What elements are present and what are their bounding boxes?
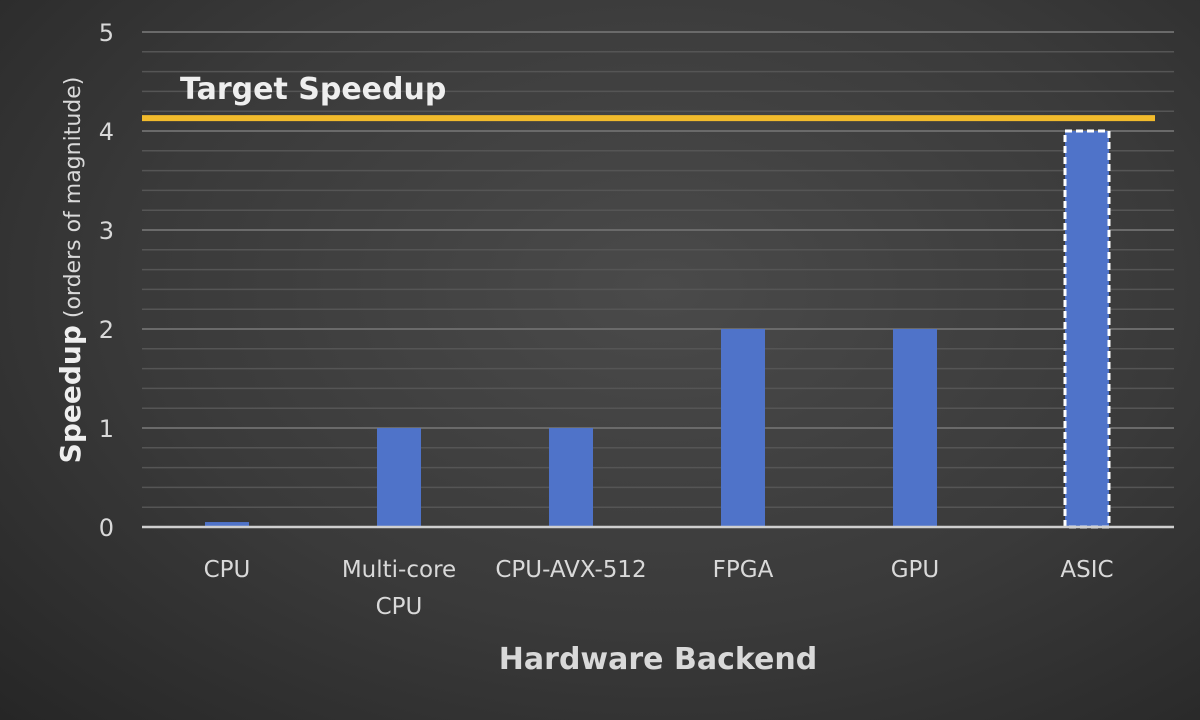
x-tick-label: Multi-core <box>342 557 456 583</box>
y-tick-label: 0 <box>99 514 114 542</box>
x-tick-label: CPU-AVX-512 <box>495 557 646 583</box>
x-tick-label: GPU <box>891 557 940 583</box>
x-tick-label: CPU <box>204 557 251 583</box>
bars <box>205 129 1111 529</box>
gridlines <box>142 31 1174 508</box>
x-axis-ticks: CPU Multi-core CPU CPU-AVX-512 FPGA GPU ASIC <box>204 557 1114 620</box>
x-tick-label: ASIC <box>1060 557 1113 583</box>
y-tick-label: 3 <box>99 217 114 245</box>
y-tick-label: 4 <box>99 118 114 146</box>
bar-cpu-avx-512 <box>549 428 593 527</box>
bar-asic <box>1063 129 1111 529</box>
x-tick-label: FPGA <box>713 557 774 583</box>
y-axis-ticks: 0 1 2 3 4 5 <box>99 19 114 542</box>
y-tick-label: 5 <box>99 19 114 47</box>
bar-fpga <box>721 329 765 527</box>
target-speedup-label: Target Speedup <box>180 72 446 107</box>
y-axis-label: Speedup (orders of magnitude) <box>54 77 87 464</box>
bar-cpu <box>205 522 249 527</box>
bar-multi-core-cpu <box>377 428 421 527</box>
y-tick-label: 2 <box>99 316 114 344</box>
y-tick-label: 1 <box>99 415 114 443</box>
y-axis-label-bold: Speedup <box>54 325 87 463</box>
x-axis-label: Hardware Backend <box>499 642 817 677</box>
x-tick-label: CPU <box>376 594 423 620</box>
y-axis-label-rest: (orders of magnitude) <box>61 77 86 325</box>
bar-gpu <box>893 329 937 527</box>
